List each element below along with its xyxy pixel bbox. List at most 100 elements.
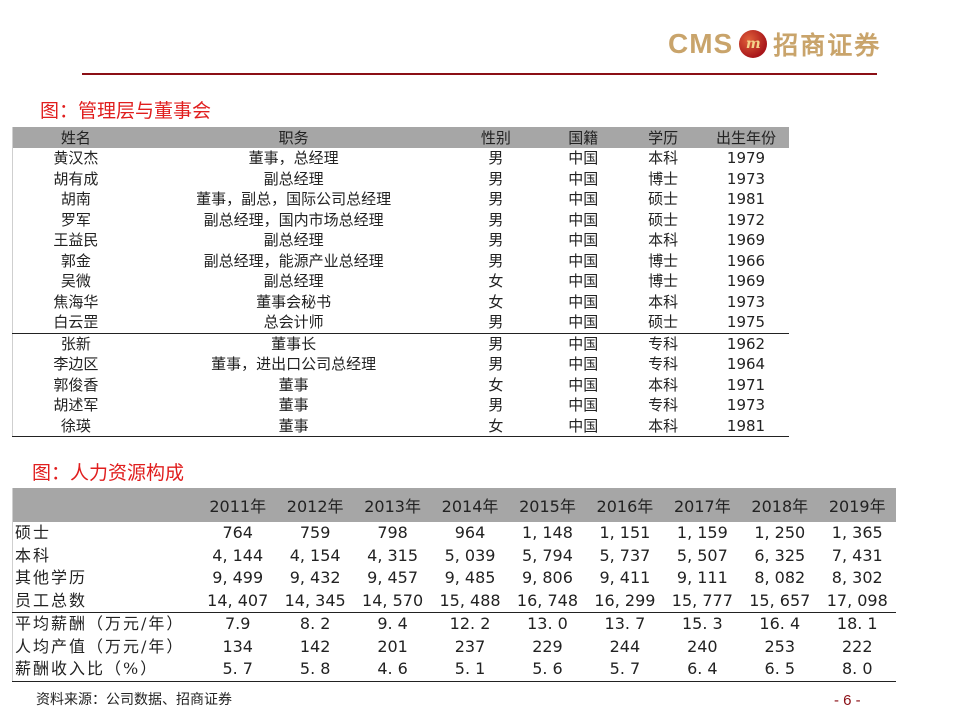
table-cell: 9, 111 (676, 568, 728, 588)
table-cell: 胡述军 (53, 396, 99, 415)
table-cell: 229 (532, 636, 563, 656)
table-cell: 专科 (648, 396, 679, 415)
table-cell: 中国 (568, 396, 599, 415)
table-cell: 222 (841, 636, 873, 656)
table-cell: 8, 082 (754, 568, 806, 588)
table-cell: 中国 (568, 313, 599, 332)
logo-badge-icon: m (739, 30, 768, 58)
table-cell: 1971 (726, 375, 766, 394)
table-cell: 中国 (568, 210, 599, 229)
table-cell: 4, 154 (289, 545, 341, 565)
table-cell: 9, 411 (599, 568, 651, 588)
table-cell: 142 (299, 636, 331, 656)
table-cell: 1964 (726, 355, 766, 374)
table-cell: 8. 2 (276, 612, 354, 636)
table-cell: 6, 325 (754, 545, 806, 565)
management-table: 姓名 职务 性别 国籍 学历 出生年份 黄汉杰 董事，总经理男中国 本科 1979 胡有… (12, 127, 789, 437)
table-row: 硕士 764 759 798 964 1, 148 1, 151 1, 159 1, 250 1,… (13, 522, 897, 545)
table-cell: 黄汉杰 (53, 149, 99, 168)
table-cell: 胡南 (60, 190, 91, 209)
table-cell: 本科 (648, 231, 679, 250)
table-cell: 吴微 (60, 272, 91, 291)
table-cell: 本科 (648, 292, 679, 311)
table-cell: 7, 431 (831, 545, 883, 565)
table-cell: 中国 (568, 231, 599, 250)
table-cell: 1966 (726, 251, 766, 270)
table-cell: 专科 (648, 355, 679, 374)
logo-text-cn: 招商证券 (773, 31, 882, 60)
table-cell: 硕士 (648, 313, 679, 332)
table-cell: 9, 499 (212, 568, 264, 588)
page-number: - 6 - (834, 692, 861, 709)
table-cell: 董事会秘书 (256, 292, 332, 311)
table-cell: 1969 (726, 231, 766, 250)
col-header: 学历 (623, 127, 704, 148)
row-label: 硕士 (15, 523, 52, 543)
figure1-title: 图：管理层与董事会 (40, 100, 212, 122)
table-row: 焦海华 董事会秘书 女 中国 本科 1973 (13, 292, 790, 313)
col-header: 2019年 (818, 488, 896, 522)
col-header: 2014年 (431, 488, 509, 522)
table-cell: 白云罡 (53, 313, 99, 332)
table-cell: 副总经理 (263, 272, 324, 291)
table-cell: 副总经理 (263, 231, 324, 250)
table-cell: 专科 (623, 332, 704, 354)
table-cell: 男 (488, 190, 504, 209)
table-row: 人均产值（万元/年） 134 142 201 237 229 244 240 253 222 (13, 636, 897, 659)
table-row: 张新 董事长男中国 专科 1962 (12, 332, 789, 354)
table-cell: 徐瑛 (12, 415, 139, 437)
table-cell: 男 (488, 251, 504, 270)
col-header: 2016年 (586, 488, 664, 522)
table-cell: 13. 7 (586, 612, 664, 636)
table-cell: 男 (488, 355, 504, 374)
col-header: 2012年 (276, 488, 354, 522)
table-cell: 16, 748 (516, 590, 578, 610)
table-cell: 1, 250 (754, 523, 806, 543)
table-row: 徐瑛 董事女中国 本科 1981 (12, 415, 789, 437)
table-cell: 王益民 (53, 231, 99, 250)
table-cell: 董事，进出口公司总经理 (211, 355, 377, 374)
table-cell: 4. 6 (353, 658, 432, 682)
table-cell: 237 (454, 636, 486, 656)
table-cell: 15, 488 (439, 590, 501, 610)
table-cell: 1, 159 (676, 523, 728, 543)
col-header: 2015年 (508, 488, 587, 522)
table-cell: 女 (488, 375, 504, 394)
table-cell: 134 (222, 636, 253, 656)
table-cell: 女 (488, 272, 504, 291)
table-row: 胡南 董事，副总，国际公司总经理 男 中国 硕士 1981 (13, 189, 790, 210)
table-cell: 5. 6 (508, 658, 587, 682)
source-note: 资料来源：公司数据、招商证券 (36, 692, 232, 708)
table-cell: 5, 039 (444, 545, 496, 565)
table-cell: 253 (764, 636, 796, 656)
table-row: 其他学历 9, 499 9, 432 9, 457 9, 485 9, 806 9, 411… (13, 567, 897, 590)
table-cell: 6. 5 (741, 658, 819, 682)
table-row: 薪酬收入比（%） 5. 7 5. 8 4. 6 5. 1 5. 6 5. 7 6. 4 6. 5… (12, 658, 896, 682)
table-row: 胡述军 董事 男 中国 专科 1973 (13, 395, 790, 416)
table-cell: 男 (488, 169, 504, 188)
row-label: 本科 (15, 545, 52, 565)
header-divider (82, 73, 877, 75)
table-cell: 男 (488, 149, 504, 168)
table-cell: 18. 1 (818, 612, 896, 636)
table-row: 罗军 副总经理，国内市场总经理 男 中国 硕士 1972 (13, 210, 790, 231)
table-cell: 中国 (568, 190, 599, 209)
table-cell: 董事 (278, 375, 309, 394)
table-header-row: 姓名 职务 性别 国籍 学历 出生年份 (12, 127, 789, 148)
table-cell: 1, 365 (831, 523, 883, 543)
table-cell: 中国 (568, 375, 599, 394)
table-cell: 1962 (703, 332, 789, 354)
col-header: 职务 (138, 127, 449, 148)
row-label: 人均产值（万元/年） (15, 636, 185, 656)
table-cell: 4, 144 (212, 545, 264, 565)
col-header: 国籍 (543, 127, 624, 148)
table-cell: 764 (222, 523, 253, 543)
table-cell: 张新 (12, 332, 139, 354)
table-row: 郭俊香 董事 女 中国 本科 1971 (13, 375, 790, 396)
table-cell: 9, 485 (444, 568, 496, 588)
table-cell: 244 (609, 636, 641, 656)
col-header: 姓名 (12, 127, 139, 148)
table-cell: 男 (488, 231, 504, 250)
table-cell: 5. 8 (276, 658, 354, 682)
table-row: 员工总数 14, 407 14, 345 14, 570 15, 488 16, 748 1… (13, 590, 897, 613)
